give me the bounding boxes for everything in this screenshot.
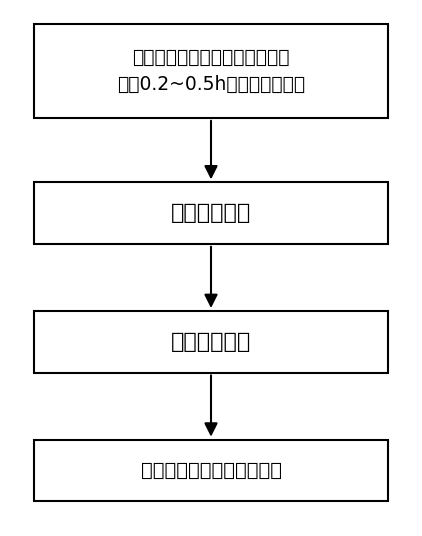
Text: 将硫酸电解液加入铅酸蓄电池后
静置0.2~0.5h，启动充电程序: 将硫酸电解液加入铅酸蓄电池后 静置0.2~0.5h，启动充电程序 [117,48,305,94]
Text: 常温化成阶段: 常温化成阶段 [171,332,251,352]
FancyBboxPatch shape [34,440,388,501]
Text: 高温化成阶段: 高温化成阶段 [171,203,251,223]
FancyBboxPatch shape [34,311,388,373]
Text: 充电结束后抽酸，化成结束: 充电结束后抽酸，化成结束 [141,461,281,480]
FancyBboxPatch shape [34,24,388,118]
FancyBboxPatch shape [34,182,388,244]
